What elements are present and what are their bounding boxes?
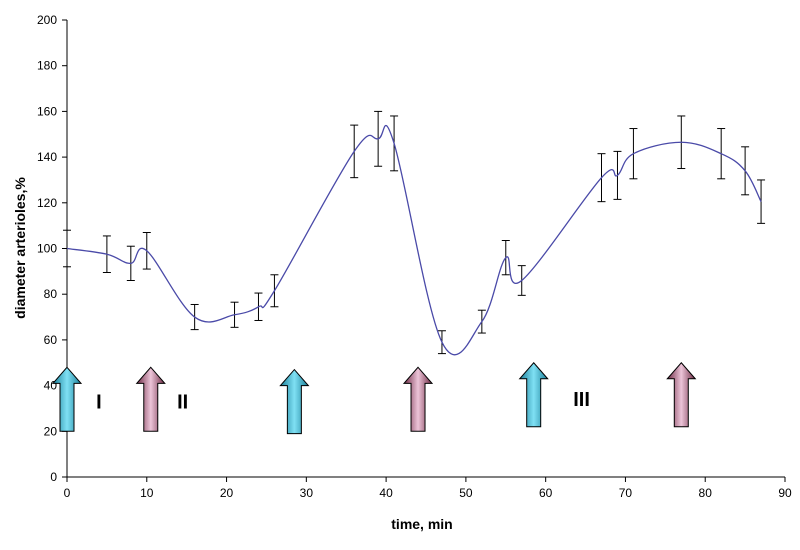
- y-tick-label: 20: [44, 424, 58, 438]
- y-tick-label: 180: [37, 59, 57, 73]
- plum-arrow-icon: [135, 366, 166, 432]
- x-tick-label: 60: [539, 486, 553, 500]
- y-tick-label: 80: [44, 287, 58, 301]
- y-tick-label: 100: [37, 242, 57, 256]
- phase-labels: I II III: [96, 389, 590, 413]
- x-tick-label: 70: [619, 486, 633, 500]
- y-tick-label: 200: [37, 13, 57, 27]
- y-tick-label: 140: [37, 150, 57, 164]
- series-line-group: [66, 124, 762, 356]
- treatment-arrows: [51, 361, 697, 435]
- x-tick-label: 20: [220, 486, 234, 500]
- x-tick-label: 90: [778, 486, 792, 500]
- x-tick-label: 0: [64, 486, 71, 500]
- x-tick-label: 10: [140, 486, 154, 500]
- phase-label: III: [573, 389, 590, 411]
- phase-label: II: [177, 391, 188, 413]
- x-tick-label: 80: [699, 486, 713, 500]
- y-tick-label: 60: [44, 333, 58, 347]
- teal-arrow-icon: [51, 366, 83, 432]
- teal-arrow-icon: [518, 361, 549, 428]
- plum-arrow-icon: [402, 366, 434, 432]
- x-axis-title: time, min: [391, 516, 452, 532]
- y-axis-title: diameter arterioles,%: [12, 177, 28, 319]
- teal-arrow-icon: [279, 368, 310, 435]
- y-tick-label: 120: [37, 196, 57, 210]
- x-tick-label: 50: [459, 486, 473, 500]
- y-tick-label: 0: [50, 470, 57, 484]
- y-tick-label: 160: [37, 104, 57, 118]
- plum-arrow-icon: [666, 361, 697, 428]
- x-tick-label: 30: [300, 486, 314, 500]
- series-line: [66, 124, 762, 356]
- x-tick-label: 40: [379, 486, 393, 500]
- phase-label: I: [96, 391, 102, 413]
